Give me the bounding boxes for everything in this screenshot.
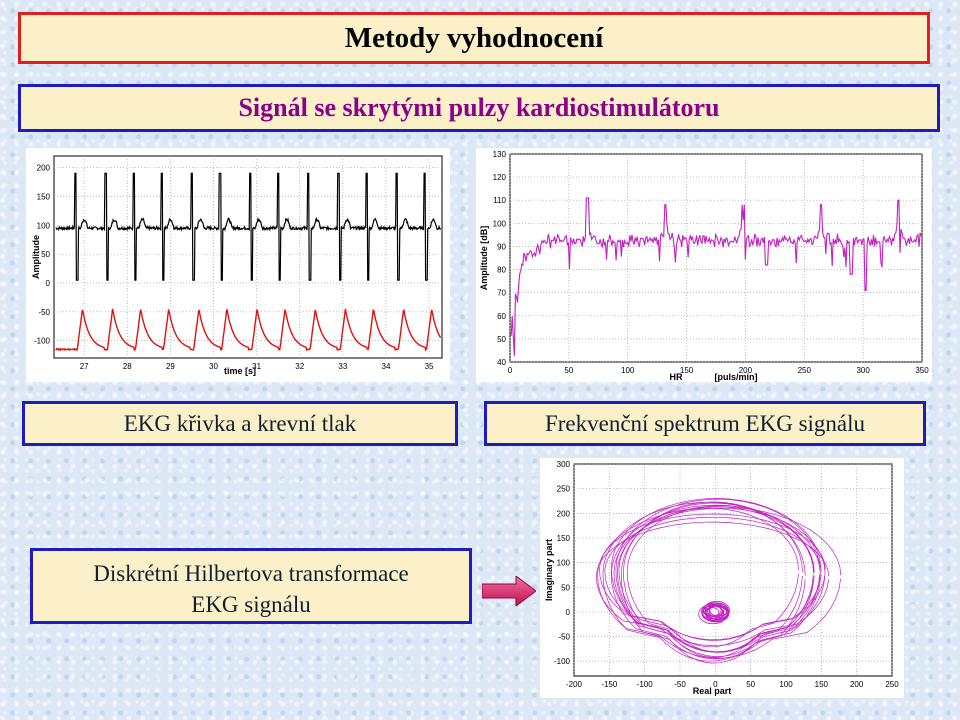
y-tick-label: 70	[497, 289, 506, 298]
hilbert-loop	[623, 501, 803, 658]
hilbert-loop	[610, 504, 821, 660]
y-tick-label: 40	[497, 358, 506, 367]
x-tick-label: 350	[915, 366, 929, 375]
x-tick-label: 34	[382, 362, 391, 371]
x-axis-label: HR	[670, 372, 683, 382]
x-tick-label: 100	[779, 680, 793, 689]
x-tick-label: 35	[425, 362, 434, 371]
caption-hilbert-line1: Diskrétní Hilbertova transformace	[93, 561, 409, 586]
x-tick-label: 29	[166, 362, 175, 371]
hilbert-chart-panel: -200 -150 -100 -50 0 50 100 150 200 250 300 250 200 1…	[540, 458, 904, 698]
x-tick-label: -150	[601, 680, 618, 689]
hilbert-loop	[597, 506, 842, 659]
hilbert-chart: -200 -150 -100 -50 0 50 100 150 200 250 300 250 200 1…	[544, 460, 899, 696]
x-axis-label: Real part	[693, 686, 732, 696]
y-tick-label: 0	[566, 608, 571, 617]
y-tick-label: 150	[37, 192, 51, 201]
blood-pressure-line	[55, 308, 442, 352]
spectrum-line	[510, 197, 922, 356]
hilbert-core-loop	[704, 607, 720, 618]
hilbert-loop	[618, 507, 799, 648]
y-tick-label: 110	[493, 196, 506, 205]
y-tick-label: -100	[554, 657, 571, 666]
hilbert-loop	[620, 502, 806, 664]
x-tick-label: 27	[80, 362, 89, 371]
hilbert-loop	[617, 506, 815, 653]
y-tick-label: 200	[557, 509, 571, 518]
y-tick-label: 120	[493, 173, 507, 182]
caption-ekg: EKG křivka a krevní tlak	[22, 401, 458, 446]
y-tick-label: 80	[497, 266, 506, 275]
right-arrow-icon	[482, 576, 536, 606]
y-tick-label: 300	[557, 460, 571, 469]
x-tick-label: 33	[338, 362, 347, 371]
x-tick-label: 50	[746, 680, 755, 689]
y-tick-label: 50	[41, 250, 50, 259]
caption-hilbert: Diskrétní Hilbertova transformace EKG si…	[30, 548, 472, 624]
y-tick-label: 150	[557, 534, 571, 543]
y-tick-label: 130	[493, 150, 507, 159]
y-axis-label: Amplitude	[31, 235, 41, 279]
ekg-chart: 27 28 29 30 31 32 33 34 35 200 150 100 50 0 -50 -100 tim…	[31, 155, 443, 376]
x-tick-label: 50	[564, 366, 573, 375]
ekg-chart-panel: 27 28 29 30 31 32 33 34 35 200 150 100 50 0 -50 -100 tim…	[26, 148, 450, 382]
y-tick-label: -50	[38, 308, 50, 317]
x-tick-label: 300	[856, 366, 870, 375]
spectrum-chart: 0 50 100 150 200 250 300 350 130 120 110 100 90 80 70 6…	[479, 150, 929, 382]
x-axis-label: time [s]	[224, 366, 256, 376]
x-tick-label: 31	[252, 362, 261, 371]
hilbert-loop	[615, 498, 821, 657]
y-tick-label: 100	[493, 219, 507, 228]
y-tick-label: 100	[557, 559, 571, 568]
x-tick-label: 200	[739, 366, 753, 375]
x-tick-label: 200	[850, 680, 864, 689]
x-tick-label: 32	[295, 362, 304, 371]
x-tick-label: 0	[713, 680, 718, 689]
x-tick-label: 30	[209, 362, 218, 371]
plot-area	[53, 155, 443, 359]
y-tick-label: 0	[46, 279, 51, 288]
x-tick-label: -100	[637, 680, 654, 689]
y-tick-label: 200	[37, 164, 51, 173]
y-axis-label: Amplitude [dB]	[479, 226, 489, 291]
x-tick-label: 250	[885, 680, 899, 689]
hilbert-core-loop	[707, 604, 730, 621]
caption-hilbert-line2: EKG signálu	[191, 592, 311, 617]
y-tick-label: 100	[37, 221, 51, 230]
y-tick-label: 50	[497, 335, 506, 344]
slide-subtitle: Signál se skrytými pulzy kardiostimuláto…	[18, 84, 940, 132]
y-axis-label: Imaginary part	[544, 539, 554, 601]
y-tick-label: 50	[561, 583, 570, 592]
slide-title: Metody vyhodnocení	[18, 12, 930, 64]
x-tick-label: 250	[798, 366, 812, 375]
hilbert-loop	[599, 513, 826, 641]
x-axis-unit: [puls/min]	[715, 372, 758, 382]
x-tick-label: 150	[680, 366, 694, 375]
plot-area	[509, 153, 923, 363]
x-tick-label: 0	[508, 366, 513, 375]
y-tick-label: 60	[497, 312, 506, 321]
hilbert-core-loop	[705, 605, 728, 622]
x-tick-label: 100	[621, 366, 635, 375]
y-tick-label: -100	[34, 337, 51, 346]
caption-spectrum: Frekvenční spektrum EKG signálu	[484, 401, 926, 446]
y-tick-label: 250	[557, 485, 571, 494]
y-tick-label: -50	[558, 633, 570, 642]
y-tick-label: 90	[497, 242, 506, 251]
x-tick-label: 28	[123, 362, 132, 371]
x-tick-label: -50	[674, 680, 686, 689]
hilbert-loop	[595, 521, 830, 646]
ecg-line	[55, 172, 442, 281]
spectrum-chart-panel: 0 50 100 150 200 250 300 350 130 120 110 100 90 80 70 6…	[476, 148, 932, 382]
x-tick-label: -200	[566, 680, 583, 689]
x-tick-label: 150	[815, 680, 829, 689]
